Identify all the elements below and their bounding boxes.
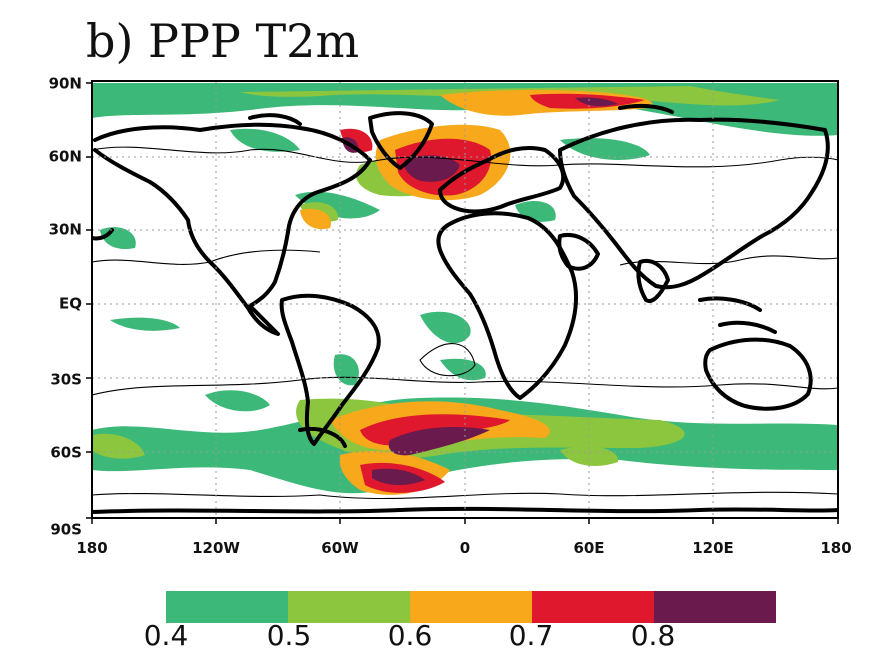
colorbar-label: 0.5 [266, 619, 312, 652]
map-title: b) PPP T2m [86, 14, 360, 68]
colorbar-label: 0.8 [630, 619, 676, 652]
colorbar-label: 0.6 [387, 619, 433, 652]
lon-tick-label: 120E [692, 539, 734, 557]
colorbar-bin [166, 591, 288, 623]
grid-lines [92, 81, 838, 518]
colorbar-label: 0.4 [143, 619, 189, 652]
lat-tick-label: 30N [48, 220, 82, 239]
lat-tick-label: EQ [59, 294, 82, 313]
lon-tick-label: 60W [321, 539, 359, 557]
colorbar-label: 0.7 [508, 619, 554, 652]
lat-tick-label: 30S [50, 370, 82, 389]
colorbar-bin [654, 591, 776, 623]
axis-ticks [86, 82, 839, 524]
colorbar-bin [410, 591, 532, 623]
coastlines [92, 103, 838, 514]
lon-tick-label: 60E [573, 539, 605, 557]
contour-regions [92, 83, 838, 495]
contour-lines [92, 146, 838, 500]
colorbar [166, 591, 776, 623]
lon-tick-label: 180 [76, 539, 108, 557]
lat-tick-label: 60N [48, 147, 82, 166]
lat-tick-label: 90S [50, 520, 82, 539]
map-plot-area [92, 81, 838, 518]
lat-tick-label: 90N [48, 74, 82, 93]
colorbar-bin [532, 591, 654, 623]
lon-tick-label: 0 [459, 539, 471, 557]
colorbar-bin [288, 591, 410, 623]
lat-tick-label: 60S [50, 443, 82, 462]
lon-tick-label: 180 [820, 539, 852, 557]
lon-tick-label: 120W [192, 539, 240, 557]
